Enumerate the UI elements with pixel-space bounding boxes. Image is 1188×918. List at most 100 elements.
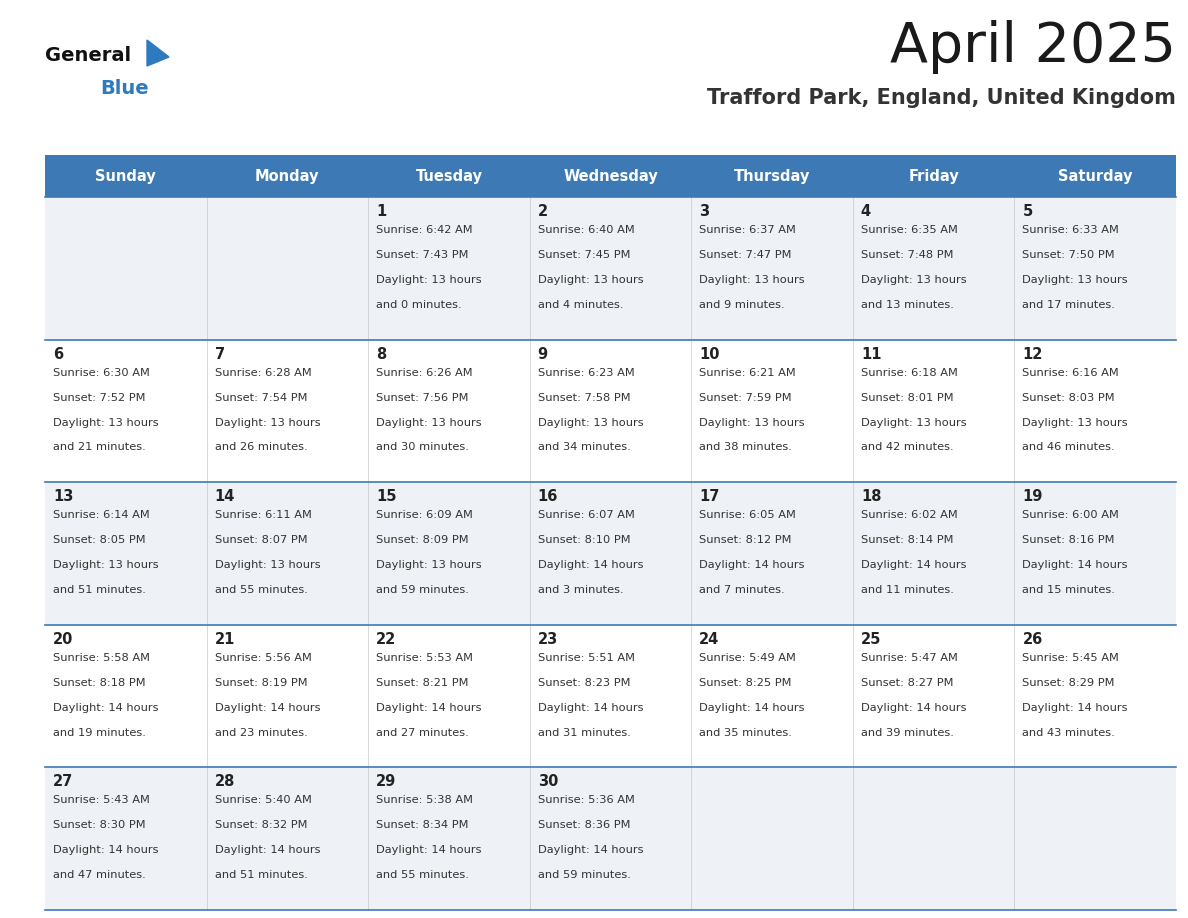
Text: 18: 18 — [861, 489, 881, 504]
Text: and 59 minutes.: and 59 minutes. — [538, 870, 631, 880]
Text: 25: 25 — [861, 632, 881, 647]
Text: and 38 minutes.: and 38 minutes. — [700, 442, 792, 453]
Text: Sunset: 8:10 PM: Sunset: 8:10 PM — [538, 535, 631, 545]
Bar — [45, 340, 1176, 482]
Text: Sunrise: 5:51 AM: Sunrise: 5:51 AM — [538, 653, 634, 663]
Text: Sunrise: 6:02 AM: Sunrise: 6:02 AM — [861, 510, 958, 521]
Text: and 19 minutes.: and 19 minutes. — [53, 728, 146, 738]
Text: 5: 5 — [1023, 204, 1032, 219]
Text: 9: 9 — [538, 347, 548, 362]
Text: Daylight: 14 hours: Daylight: 14 hours — [538, 560, 643, 570]
Text: 30: 30 — [538, 775, 558, 789]
Text: Daylight: 13 hours: Daylight: 13 hours — [1023, 274, 1129, 285]
Text: Sunrise: 5:58 AM: Sunrise: 5:58 AM — [53, 653, 150, 663]
Text: Monday: Monday — [255, 169, 320, 184]
Text: Sunset: 7:43 PM: Sunset: 7:43 PM — [377, 250, 468, 260]
Text: Daylight: 14 hours: Daylight: 14 hours — [1023, 702, 1127, 712]
Text: Friday: Friday — [909, 169, 959, 184]
Text: and 55 minutes.: and 55 minutes. — [377, 870, 469, 880]
Text: and 0 minutes.: and 0 minutes. — [377, 300, 462, 310]
Text: Sunset: 8:30 PM: Sunset: 8:30 PM — [53, 821, 146, 831]
Text: and 34 minutes.: and 34 minutes. — [538, 442, 631, 453]
Text: and 51 minutes.: and 51 minutes. — [215, 870, 308, 880]
Text: 2: 2 — [538, 204, 548, 219]
Text: Daylight: 13 hours: Daylight: 13 hours — [538, 274, 644, 285]
Text: Sunrise: 6:26 AM: Sunrise: 6:26 AM — [377, 367, 473, 377]
Text: Sunset: 8:09 PM: Sunset: 8:09 PM — [377, 535, 469, 545]
Text: Sunset: 8:23 PM: Sunset: 8:23 PM — [538, 677, 630, 688]
Text: Sunset: 8:27 PM: Sunset: 8:27 PM — [861, 677, 953, 688]
Text: 23: 23 — [538, 632, 558, 647]
Text: General: General — [45, 46, 131, 65]
Text: Sunrise: 6:21 AM: Sunrise: 6:21 AM — [700, 367, 796, 377]
Text: and 42 minutes.: and 42 minutes. — [861, 442, 954, 453]
Text: Sunrise: 5:56 AM: Sunrise: 5:56 AM — [215, 653, 311, 663]
Text: and 46 minutes.: and 46 minutes. — [1023, 442, 1116, 453]
Text: 10: 10 — [700, 347, 720, 362]
Text: and 17 minutes.: and 17 minutes. — [1023, 300, 1116, 310]
Text: Sunset: 7:52 PM: Sunset: 7:52 PM — [53, 393, 145, 403]
Bar — [45, 197, 1176, 340]
Text: Daylight: 14 hours: Daylight: 14 hours — [538, 845, 643, 856]
Text: Daylight: 13 hours: Daylight: 13 hours — [861, 418, 967, 428]
Text: 19: 19 — [1023, 489, 1043, 504]
Text: Sunset: 7:45 PM: Sunset: 7:45 PM — [538, 250, 630, 260]
Text: Sunset: 8:29 PM: Sunset: 8:29 PM — [1023, 677, 1114, 688]
Bar — [45, 482, 1176, 625]
Text: 1: 1 — [377, 204, 386, 219]
Text: Sunrise: 5:43 AM: Sunrise: 5:43 AM — [53, 795, 150, 805]
Text: Sunrise: 6:11 AM: Sunrise: 6:11 AM — [215, 510, 311, 521]
Text: Wednesday: Wednesday — [563, 169, 658, 184]
Text: 20: 20 — [53, 632, 74, 647]
Text: 6: 6 — [53, 347, 63, 362]
Text: Sunrise: 6:37 AM: Sunrise: 6:37 AM — [700, 225, 796, 235]
Text: Sunrise: 6:05 AM: Sunrise: 6:05 AM — [700, 510, 796, 521]
Text: 28: 28 — [215, 775, 235, 789]
Text: Daylight: 14 hours: Daylight: 14 hours — [861, 702, 966, 712]
Text: Sunrise: 6:00 AM: Sunrise: 6:00 AM — [1023, 510, 1119, 521]
Text: Daylight: 14 hours: Daylight: 14 hours — [215, 845, 320, 856]
Text: and 51 minutes.: and 51 minutes. — [53, 585, 146, 595]
Text: and 11 minutes.: and 11 minutes. — [861, 585, 954, 595]
Text: Daylight: 14 hours: Daylight: 14 hours — [538, 702, 643, 712]
Text: Daylight: 13 hours: Daylight: 13 hours — [215, 560, 321, 570]
Text: Sunset: 8:01 PM: Sunset: 8:01 PM — [861, 393, 954, 403]
Text: Sunrise: 6:14 AM: Sunrise: 6:14 AM — [53, 510, 150, 521]
Text: Daylight: 14 hours: Daylight: 14 hours — [53, 845, 158, 856]
Text: Daylight: 13 hours: Daylight: 13 hours — [1023, 418, 1129, 428]
Text: and 15 minutes.: and 15 minutes. — [1023, 585, 1116, 595]
Text: Sunrise: 6:23 AM: Sunrise: 6:23 AM — [538, 367, 634, 377]
Text: and 26 minutes.: and 26 minutes. — [215, 442, 308, 453]
Text: 22: 22 — [377, 632, 397, 647]
Text: and 59 minutes.: and 59 minutes. — [377, 585, 469, 595]
Text: Sunrise: 6:07 AM: Sunrise: 6:07 AM — [538, 510, 634, 521]
Text: and 55 minutes.: and 55 minutes. — [215, 585, 308, 595]
Text: Sunrise: 5:53 AM: Sunrise: 5:53 AM — [377, 653, 473, 663]
Text: and 13 minutes.: and 13 minutes. — [861, 300, 954, 310]
Text: Sunrise: 5:49 AM: Sunrise: 5:49 AM — [700, 653, 796, 663]
Text: 4: 4 — [861, 204, 871, 219]
Text: 21: 21 — [215, 632, 235, 647]
Text: and 43 minutes.: and 43 minutes. — [1023, 728, 1116, 738]
Text: and 30 minutes.: and 30 minutes. — [377, 442, 469, 453]
Text: and 23 minutes.: and 23 minutes. — [215, 728, 308, 738]
Text: 13: 13 — [53, 489, 74, 504]
Text: Daylight: 14 hours: Daylight: 14 hours — [53, 702, 158, 712]
Text: Daylight: 13 hours: Daylight: 13 hours — [215, 418, 321, 428]
Text: and 47 minutes.: and 47 minutes. — [53, 870, 146, 880]
Text: Sunrise: 6:33 AM: Sunrise: 6:33 AM — [1023, 225, 1119, 235]
Text: Blue: Blue — [100, 79, 148, 98]
Text: Daylight: 14 hours: Daylight: 14 hours — [700, 702, 804, 712]
Text: and 39 minutes.: and 39 minutes. — [861, 728, 954, 738]
Text: April 2025: April 2025 — [890, 20, 1176, 74]
Text: Tuesday: Tuesday — [416, 169, 482, 184]
Text: Sunrise: 5:38 AM: Sunrise: 5:38 AM — [377, 795, 473, 805]
Text: Daylight: 14 hours: Daylight: 14 hours — [377, 845, 481, 856]
Text: 26: 26 — [1023, 632, 1043, 647]
Text: Sunset: 8:19 PM: Sunset: 8:19 PM — [215, 677, 308, 688]
Text: 17: 17 — [700, 489, 720, 504]
Text: Sunrise: 5:36 AM: Sunrise: 5:36 AM — [538, 795, 634, 805]
Text: Sunrise: 6:40 AM: Sunrise: 6:40 AM — [538, 225, 634, 235]
Text: and 7 minutes.: and 7 minutes. — [700, 585, 785, 595]
Text: Daylight: 14 hours: Daylight: 14 hours — [215, 702, 320, 712]
